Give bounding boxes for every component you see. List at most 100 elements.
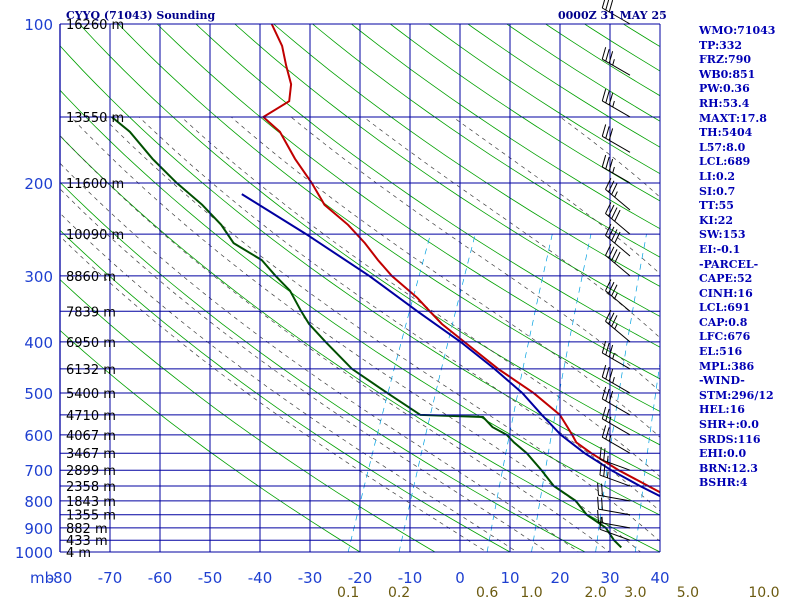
mixing-ratio-label: 5.0 (677, 585, 699, 600)
stability-index-line: FRZ:790 (699, 53, 799, 68)
stability-index-line: EHI:0.0 (699, 447, 799, 462)
wind-barb-flag (598, 497, 599, 509)
stability-index-line: MPL:386 (699, 360, 799, 375)
temperature-tick-label: -70 (98, 569, 123, 587)
wind-barb-flag (606, 427, 609, 439)
mixing-ratio-label: 10.0 (748, 585, 779, 600)
wind-barb (602, 47, 630, 75)
pressure-tick-label: 200 (24, 175, 53, 193)
wind-barb-staff (602, 167, 630, 183)
wind-barb-staff (598, 509, 630, 515)
moist-adiabat (71, 117, 654, 563)
wind-barb-flag (602, 124, 605, 136)
stability-index-line: SI:0.7 (699, 185, 799, 200)
wind-barb-staff (600, 475, 630, 486)
stability-index-line: SRDS:116 (699, 433, 799, 448)
pressure-tick-label: 700 (24, 462, 53, 480)
wind-barb-flag (602, 0, 605, 8)
stability-index-line: L57:8.0 (699, 141, 799, 156)
stability-index-line: TP:332 (699, 39, 799, 54)
wind-barb-half-flag (615, 323, 618, 329)
height-label: 5400 m (66, 387, 116, 402)
mixing-ratio-label: 3.0 (624, 585, 646, 600)
stability-index-line: BRN:12.3 (699, 462, 799, 477)
stability-index-line: STM:296/12 (699, 389, 799, 404)
height-label: 2899 m (66, 464, 116, 479)
stability-index-line: EI:-0.1 (699, 243, 799, 258)
temperature-tick-label: 20 (550, 569, 569, 587)
pressure-tick-label: 600 (24, 427, 53, 445)
moist-adiabat (43, 117, 624, 563)
pressure-tick-label: 800 (24, 493, 53, 511)
wind-barb-flag (602, 365, 605, 377)
pressure-tick-label: 900 (24, 520, 53, 538)
pressure-tick-label: 1000 (15, 544, 53, 562)
stability-index-line: TH:5404 (699, 126, 799, 141)
wind-barb-staff (602, 136, 630, 152)
temperature-tick-label: 40 (650, 569, 669, 587)
stability-index-line: CINH:16 (699, 287, 799, 302)
wind-barb-flag (602, 47, 605, 59)
pressure-tick-label: 100 (24, 16, 53, 34)
stability-index-line: EL:516 (699, 345, 799, 360)
wind-barb (602, 155, 630, 183)
stability-index-line: LFC:676 (699, 330, 799, 345)
wind-barb-staff (602, 101, 630, 117)
temperature-tick-label: 0 (455, 569, 465, 587)
wind-barb-flag (606, 49, 609, 61)
stability-index-line: HEL:16 (699, 403, 799, 418)
wind-barb (602, 407, 630, 435)
wind-barb-half-flag (613, 167, 615, 173)
stability-index-line: -WIND- (699, 374, 799, 389)
height-label: 6132 m (66, 363, 116, 378)
wind-barb-flag (600, 463, 601, 475)
stability-index-line: PW:0.36 (699, 82, 799, 97)
pressure-tick-label: 400 (24, 334, 53, 352)
temperature-tick-label: 10 (500, 569, 519, 587)
mixing-ratio-label: 2.0 (585, 585, 607, 600)
temperature-tick-label: -50 (198, 569, 223, 587)
temperature-tick-label: -80 (48, 569, 73, 587)
pressure-tick-label: 500 (24, 385, 53, 403)
height-label: 4710 m (66, 409, 116, 424)
wind-barb-staff (598, 495, 630, 501)
wind-barb-flag (602, 341, 605, 353)
stability-index-line: WB0:851 (699, 68, 799, 83)
wind-barb-flag (602, 89, 605, 101)
height-label: 11600 m (66, 177, 124, 192)
station-title: CYYQ (71043) Sounding (66, 9, 215, 22)
height-label: 6950 m (66, 336, 116, 351)
wind-barb-flag (606, 389, 609, 401)
stability-index-line: CAPE:52 (699, 272, 799, 287)
dry-adiabat (96, 0, 800, 563)
stability-index-line: SW:153 (699, 228, 799, 243)
valid-time: 0000Z 31 MAY 25 (558, 9, 667, 22)
height-label: 4067 m (66, 429, 116, 444)
temperature-tick-label: -60 (148, 569, 173, 587)
temperature-tick-label: -40 (248, 569, 273, 587)
stability-index-line: MAXT:17.8 (699, 112, 799, 127)
height-label: 7839 m (66, 305, 116, 320)
wind-barb-half-flag (613, 59, 615, 65)
wind-barb-flag (602, 425, 605, 437)
height-label: 1843 m (66, 495, 116, 510)
wind-barb-half-flag (607, 456, 608, 462)
mixing-ratio-label: 1.0 (520, 585, 542, 600)
wind-barb-half-flag (607, 472, 608, 478)
height-label: 4 m (66, 546, 91, 561)
wind-barb-flag (606, 343, 609, 355)
wind-barb-staff (602, 59, 630, 75)
wind-barb-staff (605, 255, 630, 276)
wind-barb-staff (602, 399, 630, 415)
wind-barb (602, 425, 630, 453)
stability-index-line: TT:55 (699, 199, 799, 214)
mixing-ratio-label: 0.6 (476, 585, 498, 600)
stability-index-line: KI:22 (699, 214, 799, 229)
wind-barb-half-flag (615, 192, 618, 198)
stability-index-line: -PARCEL- (699, 258, 799, 273)
wind-barb-flag (598, 483, 599, 495)
dewpoint-trace (112, 117, 622, 547)
